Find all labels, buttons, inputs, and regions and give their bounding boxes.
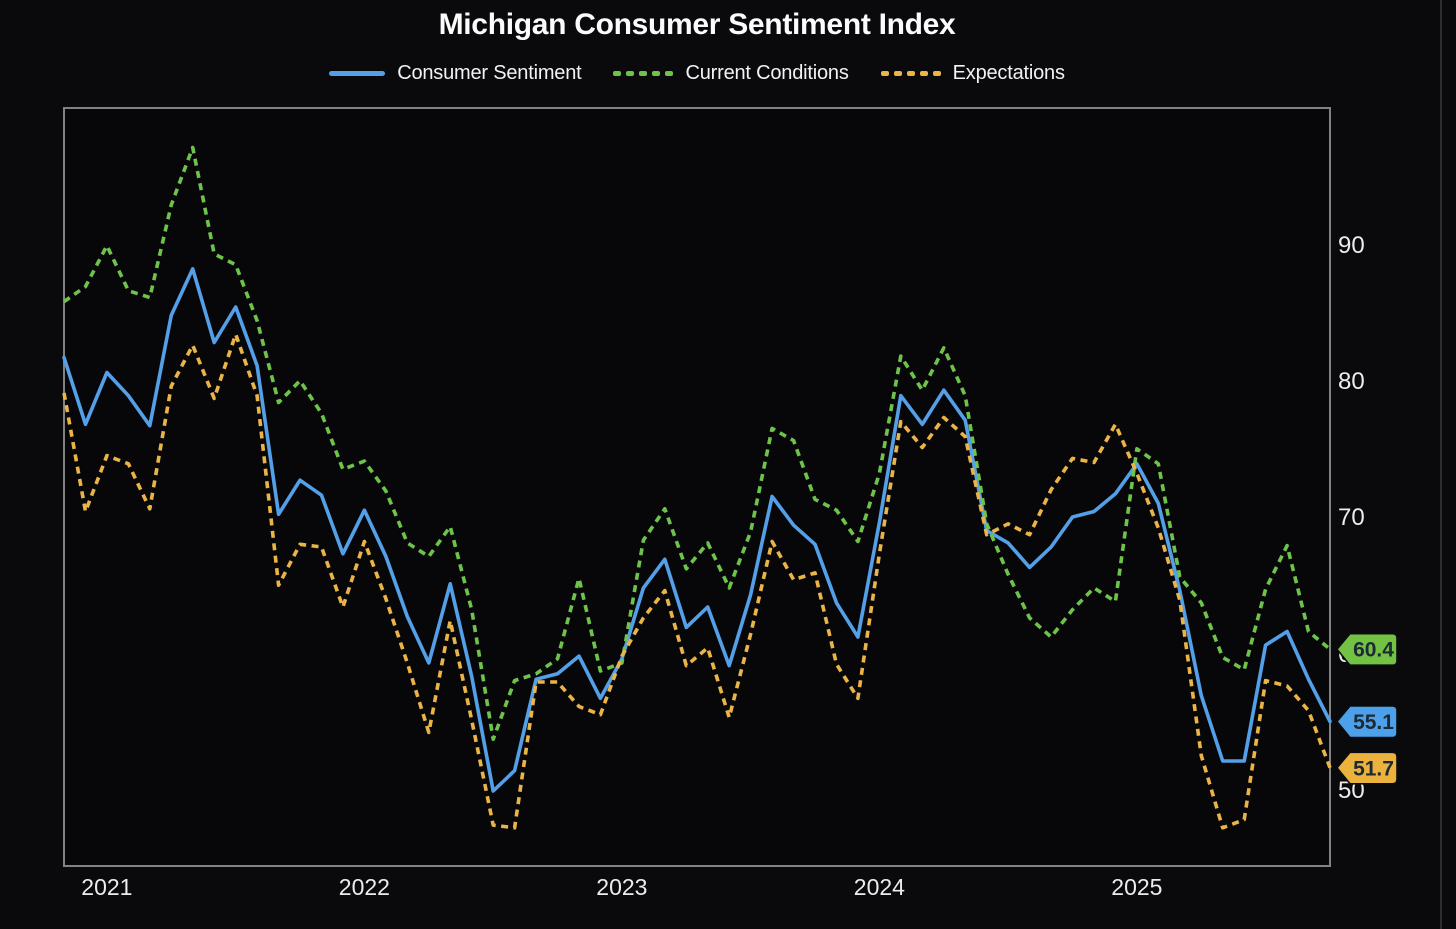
current-conditions-line — [62, 145, 1332, 742]
chart-title: Michigan Consumer Sentiment Index — [438, 8, 956, 41]
end-value-badge: 55.1 — [1336, 705, 1398, 739]
legend-label-consumer-sentiment: Consumer Sentiment — [397, 62, 582, 84]
x-tick-label: 2024 — [853, 874, 905, 900]
legend-label-current-conditions: Current Conditions — [685, 62, 849, 84]
badge-value: 51.7 — [1353, 757, 1394, 780]
badge-value: 55.1 — [1353, 711, 1394, 734]
badge-value: 60.4 — [1353, 639, 1394, 662]
consumer-sentiment-line — [62, 267, 1332, 793]
end-value-badge: 51.7 — [1336, 751, 1398, 785]
expectations-line — [62, 332, 1332, 830]
x-tick-label: 2021 — [81, 874, 133, 900]
badge-arrow-shape — [1336, 632, 1398, 667]
consumer-sentiment-line-swatch-icon — [329, 71, 386, 76]
x-tick-label: 2022 — [338, 874, 390, 900]
badge-arrow-shape — [1336, 751, 1398, 785]
window-divider — [1440, 0, 1442, 929]
chart-legend: Consumer Sentiment Current Conditions Ex… — [64, 62, 1330, 85]
legend-item-expectations[interactable]: Expectations — [880, 62, 1065, 85]
badge-arrow-shape — [1336, 705, 1398, 739]
legend-label-expectations: Expectations — [952, 62, 1065, 84]
y-tick-label: 90 — [1338, 231, 1365, 259]
x-tick-label: 2025 — [1111, 874, 1163, 900]
y-tick-label: 80 — [1338, 368, 1365, 395]
legend-item-current-conditions[interactable]: Current Conditions — [613, 62, 849, 85]
end-value-badge: 60.4 — [1336, 632, 1398, 667]
x-tick-label: 2023 — [596, 874, 648, 900]
y-tick-label: 70 — [1338, 504, 1365, 532]
legend-item-consumer-sentiment[interactable]: Consumer Sentiment — [329, 62, 582, 85]
current-conditions-dash-swatch-icon — [613, 71, 674, 76]
expectations-dash-swatch-icon — [880, 71, 941, 76]
